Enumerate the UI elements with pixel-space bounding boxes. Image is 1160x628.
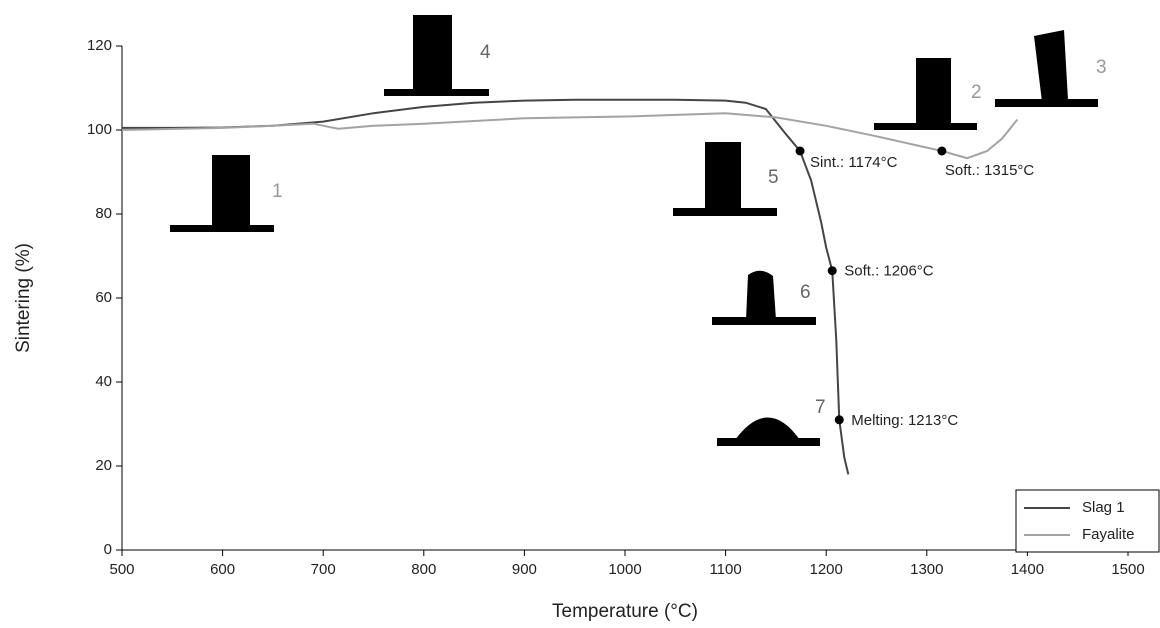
sample-shape [735, 418, 800, 441]
sample-label: 4 [480, 42, 491, 63]
sample-base [673, 208, 777, 216]
sample-silhouettes [170, 15, 1098, 446]
sample-shape [705, 142, 741, 210]
annotation-label: Sint.: 1174°C [810, 154, 898, 171]
annotation-label: Melting: 1213°C [851, 412, 958, 429]
sample-label: 3 [1096, 57, 1107, 78]
sample-shape [1034, 30, 1068, 102]
x-tick-label: 900 [512, 561, 537, 578]
x-tick-label: 500 [109, 561, 134, 578]
sample-base [712, 317, 816, 325]
chart: Temperature (°C) Sintering (%) 500600700… [0, 0, 1160, 628]
x-tick-label: 1500 [1111, 561, 1144, 578]
sample-shape [413, 15, 452, 90]
annotation-marker [828, 266, 837, 275]
y-tick-label: 120 [87, 37, 112, 54]
sample-label: 5 [768, 167, 779, 188]
sample-shape [746, 271, 776, 320]
sample-base [170, 225, 274, 232]
annotation-label: Soft.: 1206°C [844, 263, 934, 280]
x-tick-label: 1300 [910, 561, 943, 578]
sample-label: 2 [971, 82, 982, 103]
annotation-label: Soft.: 1315°C [945, 162, 1035, 179]
sample-base [717, 438, 820, 446]
sample-label: 1 [272, 181, 283, 202]
series-line [122, 113, 1017, 158]
y-tick-label: 0 [104, 541, 112, 558]
sample-shape [212, 155, 250, 228]
x-tick-label: 600 [210, 561, 235, 578]
y-axis-title: Sintering (%) [13, 243, 34, 353]
annotation-marker [937, 147, 946, 156]
x-tick-label: 800 [411, 561, 436, 578]
y-tick-label: 100 [87, 121, 112, 138]
sample-label: 6 [800, 282, 811, 303]
annotation-marker [835, 415, 844, 424]
x-tick-label: 1000 [608, 561, 641, 578]
y-tick-label: 40 [95, 373, 112, 390]
x-tick-label: 700 [311, 561, 336, 578]
sample-label: 7 [815, 397, 826, 418]
annotation-marker [796, 147, 805, 156]
legend-label: Fayalite [1082, 526, 1135, 543]
y-tick-label: 60 [95, 289, 112, 306]
sample-base [874, 123, 977, 130]
y-tick-label: 20 [95, 457, 112, 474]
x-tick-label: 1100 [709, 561, 741, 578]
sample-shape [916, 58, 951, 124]
legend-label: Slag 1 [1082, 499, 1125, 516]
y-tick-label: 80 [95, 205, 112, 222]
x-axis-title: Temperature (°C) [552, 601, 698, 622]
sample-base [995, 99, 1098, 107]
x-tick-label: 1200 [810, 561, 843, 578]
sample-base [384, 89, 489, 96]
x-tick-label: 1400 [1011, 561, 1044, 578]
